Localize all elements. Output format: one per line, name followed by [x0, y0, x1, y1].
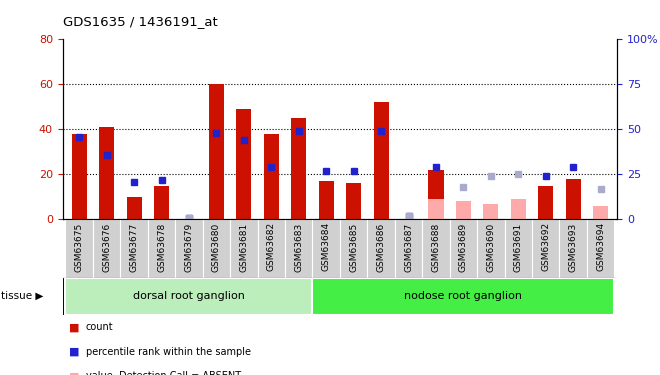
- Text: GSM63684: GSM63684: [321, 222, 331, 272]
- Bar: [291, 118, 306, 219]
- Bar: [285, 219, 312, 278]
- Text: GSM63694: GSM63694: [596, 222, 605, 272]
- Text: percentile rank within the sample: percentile rank within the sample: [86, 347, 251, 357]
- Bar: [505, 219, 532, 278]
- Bar: [538, 186, 553, 219]
- Text: ■: ■: [69, 322, 80, 333]
- Bar: [65, 219, 93, 278]
- Text: GSM63692: GSM63692: [541, 222, 550, 272]
- Bar: [483, 204, 498, 219]
- Text: GDS1635 / 1436191_at: GDS1635 / 1436191_at: [63, 15, 217, 28]
- Bar: [175, 219, 203, 278]
- Text: GSM63689: GSM63689: [459, 222, 468, 272]
- Bar: [340, 219, 368, 278]
- Bar: [72, 134, 86, 219]
- Bar: [230, 219, 257, 278]
- Bar: [422, 219, 449, 278]
- Bar: [477, 219, 505, 278]
- Text: dorsal root ganglion: dorsal root ganglion: [133, 291, 245, 301]
- Bar: [456, 201, 471, 219]
- Bar: [312, 278, 614, 315]
- Bar: [566, 179, 581, 219]
- Text: GSM63691: GSM63691: [513, 222, 523, 272]
- Text: GSM63675: GSM63675: [75, 222, 84, 272]
- Bar: [428, 199, 444, 219]
- Text: tissue ▶: tissue ▶: [1, 291, 44, 301]
- Bar: [120, 219, 148, 278]
- Bar: [93, 219, 120, 278]
- Bar: [148, 219, 175, 278]
- Bar: [532, 219, 560, 278]
- Text: ■: ■: [69, 371, 80, 375]
- Text: nodose root ganglion: nodose root ganglion: [405, 291, 523, 301]
- Bar: [593, 206, 608, 219]
- Bar: [560, 219, 587, 278]
- Text: GSM63687: GSM63687: [404, 222, 413, 272]
- Text: count: count: [86, 322, 114, 333]
- Bar: [127, 197, 142, 219]
- Bar: [368, 219, 395, 278]
- Bar: [587, 219, 614, 278]
- Bar: [203, 219, 230, 278]
- Bar: [511, 199, 526, 219]
- Text: GSM63679: GSM63679: [184, 222, 193, 272]
- Bar: [312, 219, 340, 278]
- Text: GSM63680: GSM63680: [212, 222, 221, 272]
- Text: value, Detection Call = ABSENT: value, Detection Call = ABSENT: [86, 371, 241, 375]
- Text: GSM63677: GSM63677: [129, 222, 139, 272]
- Bar: [395, 219, 422, 278]
- Text: GSM63683: GSM63683: [294, 222, 303, 272]
- Bar: [374, 102, 389, 219]
- Bar: [154, 186, 169, 219]
- Text: GSM63682: GSM63682: [267, 222, 276, 272]
- Bar: [449, 219, 477, 278]
- Text: ■: ■: [69, 347, 80, 357]
- Bar: [257, 219, 285, 278]
- Bar: [428, 170, 444, 219]
- Text: GSM63686: GSM63686: [377, 222, 385, 272]
- Text: GSM63678: GSM63678: [157, 222, 166, 272]
- Text: GSM63681: GSM63681: [240, 222, 248, 272]
- Text: GSM63690: GSM63690: [486, 222, 496, 272]
- Bar: [65, 278, 312, 315]
- Bar: [209, 84, 224, 219]
- Bar: [264, 134, 279, 219]
- Bar: [236, 109, 251, 219]
- Bar: [346, 183, 361, 219]
- Text: GSM63688: GSM63688: [432, 222, 440, 272]
- Text: GSM63676: GSM63676: [102, 222, 111, 272]
- Text: GSM63685: GSM63685: [349, 222, 358, 272]
- Text: GSM63693: GSM63693: [569, 222, 578, 272]
- Bar: [319, 181, 334, 219]
- Bar: [99, 127, 114, 219]
